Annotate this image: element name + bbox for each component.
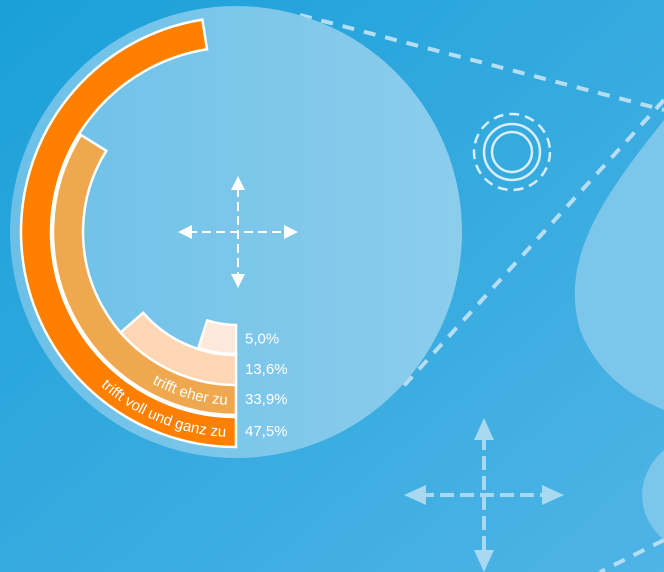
blob (574, 120, 664, 410)
bar (196, 318, 238, 356)
dashed-line (299, 13, 664, 572)
value-label: 5,0% (245, 330, 279, 347)
bar (19, 18, 238, 449)
value-label: 47,5% (245, 423, 288, 440)
value-label: 33,9% (245, 391, 288, 408)
move-icon (420, 436, 548, 555)
blob (642, 450, 664, 540)
move-icon (188, 188, 288, 276)
gear-icon (472, 112, 552, 192)
value-label: 13,6% (245, 361, 288, 378)
